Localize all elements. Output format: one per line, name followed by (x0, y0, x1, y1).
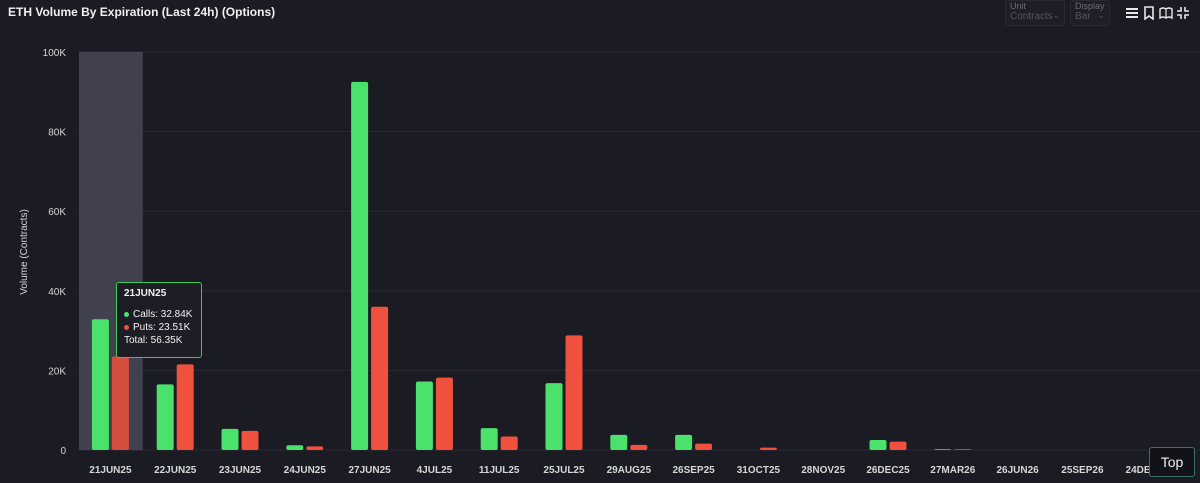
y-tick-label: 100K (43, 48, 67, 59)
chevron-down-icon: ⌄ (1052, 10, 1060, 20)
calls-bar (156, 384, 174, 450)
tooltip-puts: Puts: 23.51K (133, 322, 191, 333)
x-axis: 21JUN25 22JUN25 23JUN25 24JUN25 27JUN25 4JUL2… (89, 465, 1169, 476)
calls-bar (286, 445, 304, 450)
calls-bar (221, 428, 239, 450)
tooltip-total-row: Total: 56.35K (124, 334, 194, 347)
unit-label: Unit (1010, 1, 1027, 11)
puts-bar (111, 356, 129, 450)
tooltip-puts-row: Puts: 23.51K (124, 321, 194, 334)
y-tick-label: 40K (48, 287, 66, 298)
unit-value: Contracts (1010, 11, 1053, 22)
bars (91, 81, 972, 450)
calls-bar (675, 434, 693, 450)
unit-select[interactable]: Unit Contracts ⌄ (1005, 0, 1065, 26)
fullscreen-icon[interactable] (1176, 6, 1190, 20)
calls-bar (91, 319, 109, 450)
puts-bar (241, 430, 259, 450)
x-tick-label: 25SEP26 (1061, 465, 1104, 476)
calls-dot-icon (124, 312, 129, 317)
bookmark-icon[interactable] (1142, 6, 1156, 20)
puts-bar (435, 377, 453, 450)
x-tick-label: 4JUL25 (417, 465, 453, 476)
display-label: Display (1075, 1, 1105, 11)
menu-icon[interactable] (1125, 6, 1139, 20)
puts-dot-icon (124, 325, 129, 330)
x-tick-label: 26SEP25 (672, 465, 715, 476)
y-tick-label: 80K (48, 128, 66, 139)
calls-bar (545, 383, 563, 450)
display-value: Bar (1075, 11, 1091, 22)
puts-bar (500, 436, 518, 450)
puts-bar (954, 449, 972, 450)
x-tick-label: 23JUN25 (219, 465, 262, 476)
x-tick-label: 24JUN25 (284, 465, 327, 476)
puts-bar (371, 306, 389, 450)
x-tick-label: 28NOV25 (801, 465, 845, 476)
calls-bar (869, 440, 887, 450)
tooltip-total: Total: 56.35K (124, 335, 183, 346)
hover-tooltip: 21JUN25 Calls: 32.84K Puts: 23.51K Total… (116, 282, 202, 358)
tooltip-title: 21JUN25 (124, 288, 167, 299)
display-select[interactable]: Display Bar ⌄ (1070, 0, 1110, 26)
calls-bar (610, 434, 628, 450)
hover-highlight-band (79, 52, 143, 450)
x-tick-label: 11JUL25 (479, 465, 520, 476)
y-tick-label: 60K (48, 207, 66, 218)
chart-toolbar (1125, 6, 1190, 20)
puts-bar (889, 441, 907, 450)
x-tick-label: 24DEC26 (1126, 465, 1170, 476)
x-tick-label: 29AUG25 (607, 465, 652, 476)
x-tick-label: 22JUN25 (154, 465, 197, 476)
y-axis: 0 20K 40K 60K 80K 100K (43, 48, 67, 457)
x-tick-label: 25JUL25 (543, 465, 585, 476)
puts-bar (695, 443, 713, 450)
calls-bar (480, 428, 498, 450)
x-tick-label: 27MAR26 (930, 465, 975, 476)
x-tick-label: 21JUN25 (89, 465, 132, 476)
x-tick-label: 27JUN25 (348, 465, 391, 476)
chart-title: ETH Volume By Expiration (Last 24h) (Opt… (8, 5, 276, 19)
calls-bar (934, 449, 952, 450)
puts-bar (630, 444, 648, 450)
puts-bar (176, 364, 194, 450)
calls-bar (415, 381, 433, 450)
tooltip-calls-row: Calls: 32.84K (124, 308, 194, 321)
y-tick-label: 0 (60, 446, 66, 457)
x-tick-label: 26DEC25 (866, 465, 910, 476)
chevron-down-icon: ⌄ (1097, 10, 1105, 20)
tooltip-calls: Calls: 32.84K (133, 309, 193, 320)
puts-bar (759, 447, 777, 450)
hover-highlight (79, 52, 143, 450)
puts-bar (565, 335, 583, 450)
y-axis-label: Volume (Contracts) (19, 209, 30, 295)
x-tick-label: 31OCT25 (737, 465, 781, 476)
grid-lines (78, 51, 1200, 451)
calls-bar (351, 81, 369, 450)
puts-bar (306, 446, 324, 450)
book-icon[interactable] (1159, 6, 1173, 20)
x-tick-label: 26JUN26 (996, 465, 1039, 476)
scroll-top-button[interactable]: Top (1149, 447, 1195, 477)
y-tick-label: 20K (48, 366, 66, 377)
